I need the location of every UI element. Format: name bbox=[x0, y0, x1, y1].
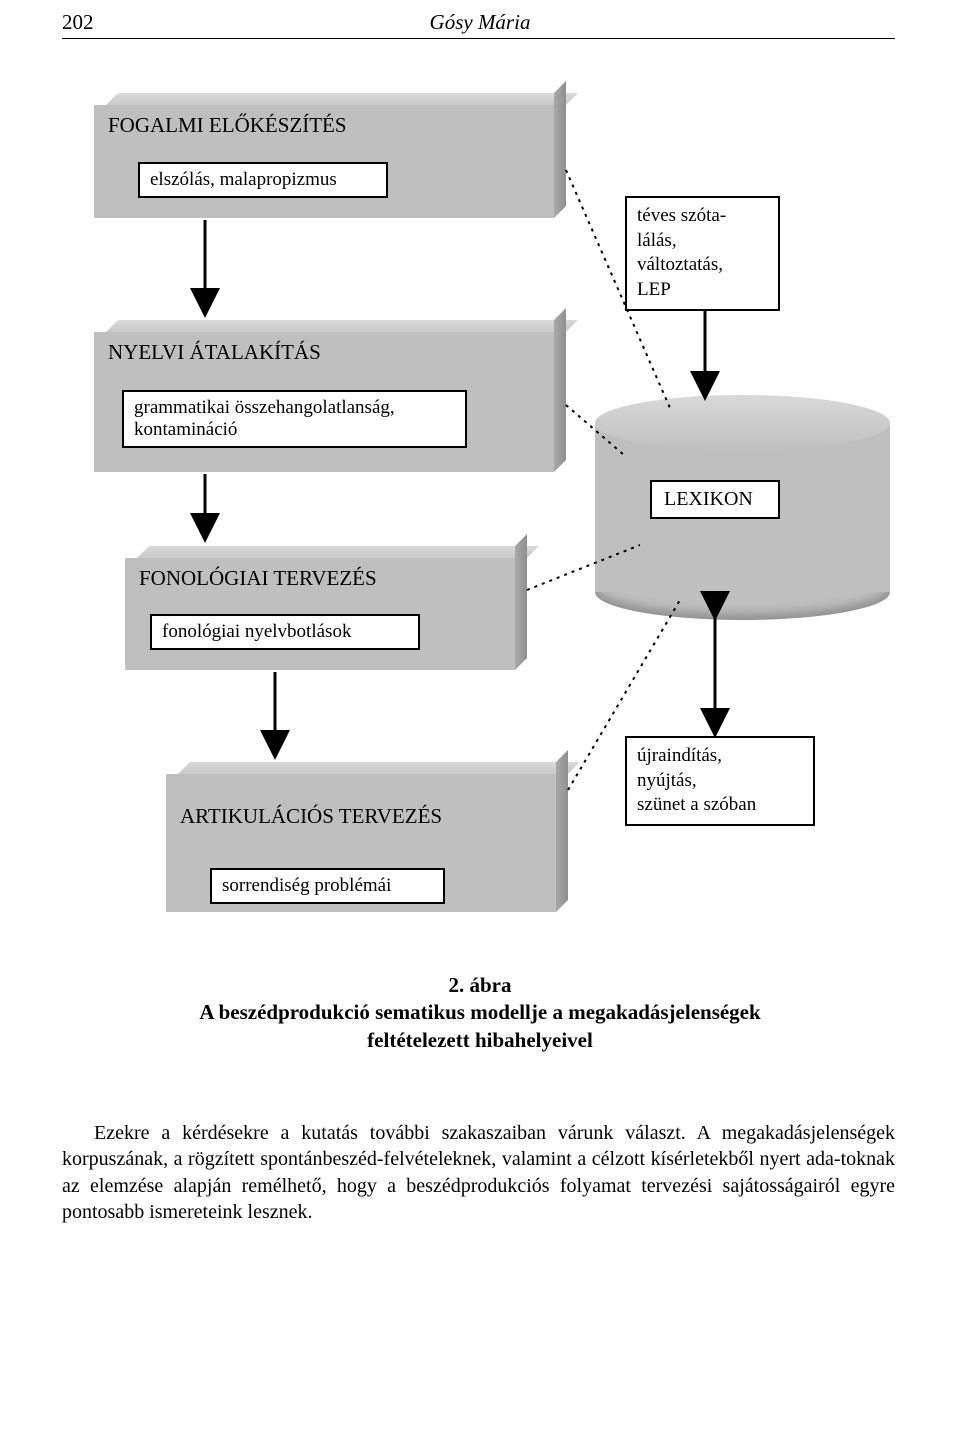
block-fonologiai-title: FONOLÓGIAI TERVEZÉS bbox=[125, 558, 515, 595]
lexicon-label: LEXIKON bbox=[650, 480, 780, 519]
author-name: Gósy Mária bbox=[0, 10, 960, 35]
body-text: Ezekre a kérdésekre a kutatás további sz… bbox=[62, 1122, 895, 1223]
block-artikulacios-title: ARTIKULÁCIÓS TERVEZÉS bbox=[166, 774, 556, 833]
block-fogalmi-title: FOGALMI ELŐKÉSZÍTÉS bbox=[94, 105, 554, 142]
block-fonologiai-sub: fonológiai nyelvbotlások bbox=[150, 614, 420, 650]
block-fogalmi-sub: elszólás, malapropizmus bbox=[138, 162, 388, 198]
caption-line3: feltételezett hibahelyeivel bbox=[367, 1028, 593, 1052]
block-nyelvi-sub: grammatikai összehangolatlanság, kontami… bbox=[122, 390, 467, 448]
caption-line2: A beszédprodukció sematikus modellje a m… bbox=[199, 1000, 760, 1024]
figure-caption: 2. ábra A beszédprodukció sematikus mode… bbox=[0, 972, 960, 1054]
caption-number: 2. ábra bbox=[449, 973, 512, 997]
block-nyelvi-title: NYELVI ÁTALAKÍTÁS bbox=[94, 332, 554, 369]
side-box-teves: téves szóta- lálás, változtatás, LEP bbox=[625, 196, 780, 311]
block-artikulacios-sub: sorrendiség problémái bbox=[210, 868, 445, 904]
body-paragraph: Ezekre a kérdésekre a kutatás további sz… bbox=[62, 1120, 895, 1226]
header-rule bbox=[62, 38, 895, 39]
side-box-ujrainditas: újraindítás, nyújtás, szünet a szóban bbox=[625, 736, 815, 826]
